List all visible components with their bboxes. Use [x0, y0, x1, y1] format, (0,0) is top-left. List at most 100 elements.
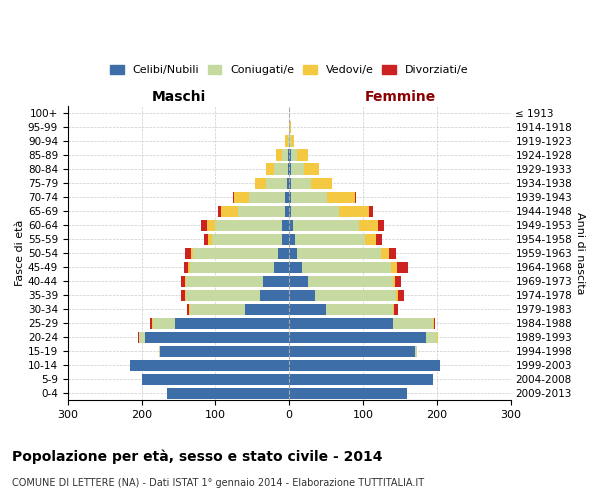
Bar: [359, 220, 378, 230]
Bar: [378, 220, 383, 230]
Bar: [255, 178, 266, 188]
Bar: [392, 304, 394, 315]
Bar: [145, 332, 289, 343]
Bar: [369, 206, 373, 216]
Bar: [238, 206, 286, 216]
Bar: [392, 276, 395, 287]
Bar: [289, 150, 290, 160]
Bar: [184, 262, 188, 273]
Bar: [289, 234, 295, 245]
Bar: [293, 220, 359, 230]
Bar: [289, 178, 290, 188]
Bar: [340, 206, 369, 216]
Bar: [289, 136, 290, 146]
Bar: [245, 304, 289, 315]
Bar: [138, 332, 139, 343]
Bar: [158, 346, 160, 357]
Bar: [326, 304, 392, 315]
Bar: [215, 220, 282, 230]
Bar: [289, 206, 292, 216]
Bar: [394, 304, 398, 315]
Bar: [142, 374, 289, 385]
Bar: [365, 234, 376, 245]
Bar: [185, 290, 186, 301]
Bar: [433, 318, 434, 329]
Bar: [289, 220, 293, 230]
Bar: [304, 164, 319, 174]
Bar: [260, 290, 289, 301]
Bar: [289, 164, 290, 174]
Bar: [398, 290, 404, 301]
Bar: [396, 290, 398, 301]
Bar: [289, 192, 292, 202]
Bar: [221, 206, 238, 216]
Y-axis label: Fasce di età: Fasce di età: [15, 220, 25, 286]
Bar: [327, 192, 355, 202]
Bar: [282, 234, 289, 245]
Bar: [206, 220, 215, 230]
Bar: [218, 206, 221, 216]
Legend: Celibi/Nubili, Coniugati/e, Vedovi/e, Divorziati/e: Celibi/Nubili, Coniugati/e, Vedovi/e, Di…: [110, 64, 468, 76]
Bar: [185, 276, 186, 287]
Bar: [233, 192, 234, 202]
Bar: [289, 346, 415, 357]
Bar: [286, 136, 288, 146]
Bar: [289, 248, 296, 259]
Bar: [296, 248, 382, 259]
Bar: [289, 276, 308, 287]
Bar: [311, 178, 332, 188]
Bar: [286, 206, 289, 216]
Bar: [290, 164, 304, 174]
Bar: [181, 290, 185, 301]
Bar: [181, 276, 185, 287]
Bar: [292, 192, 327, 202]
Bar: [395, 276, 401, 287]
Bar: [289, 290, 315, 301]
Bar: [289, 374, 433, 385]
Bar: [308, 276, 392, 287]
Bar: [160, 346, 289, 357]
Bar: [382, 248, 389, 259]
Bar: [175, 318, 289, 329]
Bar: [287, 178, 289, 188]
Bar: [189, 304, 190, 315]
Bar: [276, 150, 282, 160]
Bar: [274, 164, 288, 174]
Bar: [376, 234, 382, 245]
Bar: [188, 262, 190, 273]
Bar: [203, 234, 208, 245]
Bar: [289, 318, 392, 329]
Bar: [186, 290, 260, 301]
Bar: [415, 346, 417, 357]
Bar: [234, 192, 248, 202]
Bar: [151, 318, 152, 329]
Bar: [392, 318, 433, 329]
Bar: [278, 248, 289, 259]
Bar: [266, 178, 287, 188]
Text: Popolazione per età, sesso e stato civile - 2014: Popolazione per età, sesso e stato civil…: [12, 450, 383, 464]
Bar: [193, 248, 278, 259]
Bar: [289, 262, 302, 273]
Bar: [315, 290, 396, 301]
Bar: [295, 234, 365, 245]
Bar: [208, 234, 212, 245]
Bar: [290, 178, 311, 188]
Bar: [296, 150, 308, 160]
Bar: [191, 248, 193, 259]
Bar: [187, 304, 189, 315]
Bar: [290, 150, 296, 160]
Bar: [266, 164, 274, 174]
Bar: [212, 234, 282, 245]
Bar: [185, 248, 191, 259]
Bar: [167, 388, 289, 399]
Bar: [426, 332, 437, 343]
Text: Maschi: Maschi: [151, 90, 206, 104]
Bar: [290, 136, 295, 146]
Bar: [289, 388, 407, 399]
Bar: [274, 262, 289, 273]
Bar: [152, 318, 175, 329]
Bar: [288, 150, 289, 160]
Text: Femmine: Femmine: [364, 90, 436, 104]
Bar: [302, 262, 391, 273]
Bar: [389, 248, 396, 259]
